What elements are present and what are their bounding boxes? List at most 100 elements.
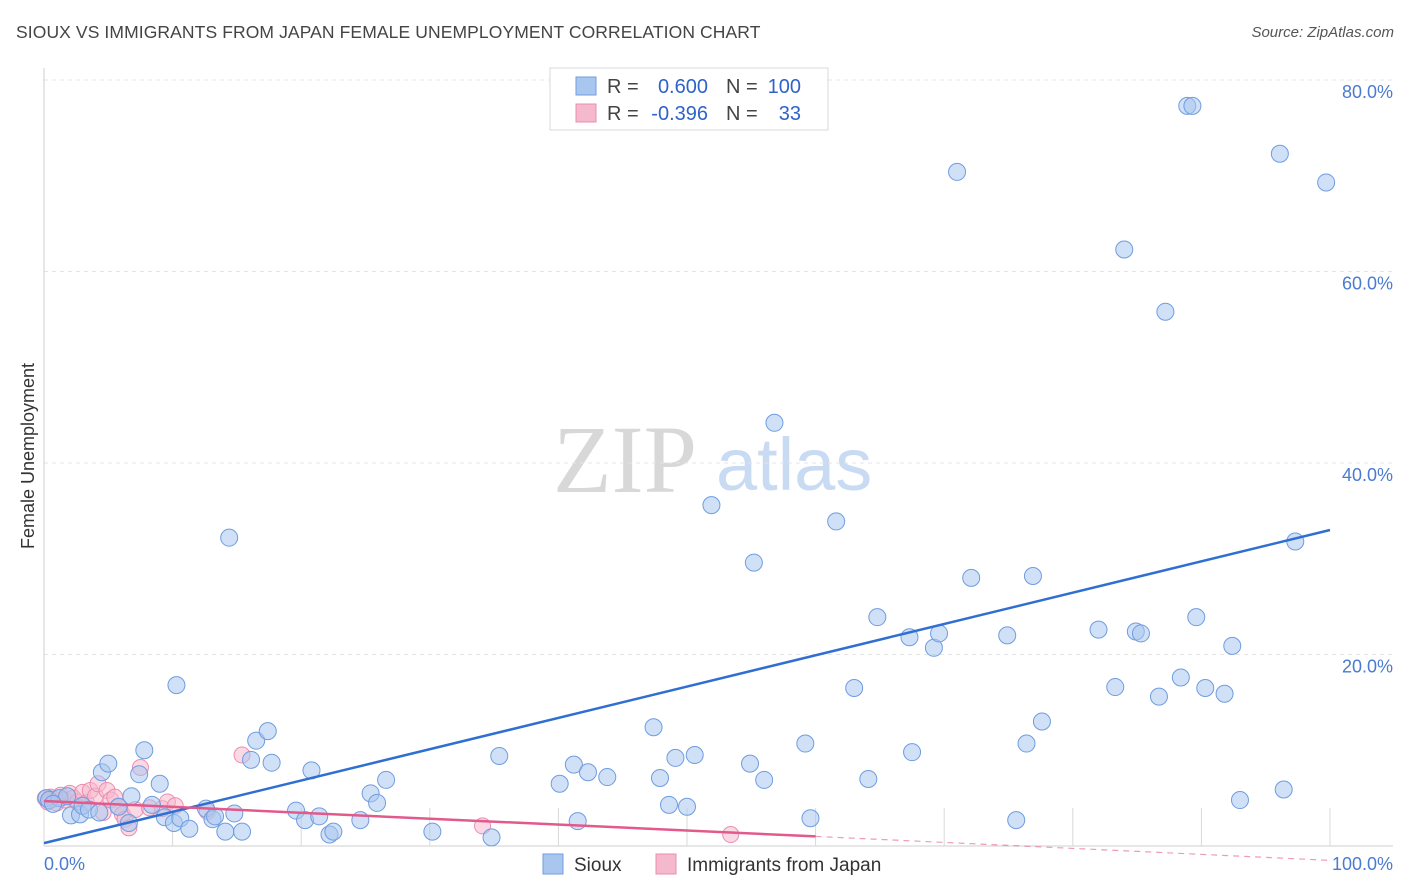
sioux-point [90, 803, 109, 822]
sioux-point [180, 819, 199, 838]
sioux-point [130, 765, 149, 784]
sioux-point [1032, 712, 1051, 731]
sioux-point [568, 812, 587, 831]
legend-swatch-japan [575, 103, 597, 123]
sioux-point [258, 722, 277, 741]
y-tick-label: 60.0% [1342, 274, 1393, 294]
legend-n-label: N = [726, 76, 758, 98]
legend-r-value-japan: -0.396 [651, 103, 708, 125]
sioux-point [650, 769, 669, 788]
sioux-point [765, 413, 784, 432]
sioux-point [109, 797, 128, 816]
x-tick-label-min: 0.0% [44, 854, 85, 874]
sioux-point [1223, 636, 1242, 655]
gridlines [44, 79, 1393, 655]
sioux-point [1274, 780, 1293, 799]
watermark: ZIP atlas [553, 406, 872, 513]
sioux-point [644, 718, 663, 737]
sioux-point [796, 734, 815, 753]
sioux-point [1196, 679, 1215, 698]
sioux-point [1183, 96, 1202, 115]
sioux-point [1089, 620, 1108, 639]
sioux-point [482, 828, 501, 847]
watermark-atlas: atlas [716, 423, 872, 506]
legend-r-value-sioux: 0.600 [658, 76, 708, 98]
series-legend-swatch-japan [655, 853, 677, 875]
sioux-point [998, 626, 1017, 645]
sioux-point [744, 553, 763, 572]
sioux-point [1230, 791, 1249, 810]
y-tick-label: 20.0% [1342, 657, 1393, 677]
sioux-point [755, 770, 774, 789]
sioux-point [1023, 566, 1042, 585]
sioux-point [962, 568, 981, 587]
legend-swatch-sioux [575, 76, 597, 96]
sioux-point [1017, 734, 1036, 753]
series-legend: Sioux Immigrants from Japan [542, 853, 881, 876]
sioux-point [233, 822, 252, 841]
watermark-zip: ZIP [553, 406, 697, 513]
sioux-trend-line [43, 528, 1331, 845]
sioux-point [247, 731, 266, 750]
sioux-point [1115, 240, 1134, 259]
sioux-point [242, 750, 261, 769]
sioux-point [827, 512, 846, 531]
sioux-point [903, 743, 922, 762]
sioux-point [598, 768, 617, 787]
japan-point [722, 826, 740, 844]
sioux-point [1171, 668, 1190, 687]
sioux-point [220, 528, 239, 547]
japan-trend-extension [815, 835, 1331, 861]
sioux-point [1131, 624, 1150, 643]
sioux-point [310, 807, 329, 826]
sioux-point [44, 794, 63, 813]
trend-lines [43, 528, 1331, 861]
chart-title: SIOUX VS IMMIGRANTS FROM JAPAN FEMALE UN… [16, 22, 761, 42]
series-legend-swatch-sioux [542, 853, 564, 875]
correlation-legend: R = 0.600 N = 100 R = -0.396 N = 33 [549, 67, 829, 131]
sioux-point [1106, 678, 1125, 697]
sioux-point [868, 608, 887, 627]
y-tick-label: 40.0% [1342, 465, 1393, 485]
legend-n-value-sioux: 100 [768, 76, 801, 98]
sioux-point [423, 822, 442, 841]
sioux-point [550, 774, 569, 793]
legend-n-label: N = [726, 103, 758, 125]
sioux-point [1270, 144, 1289, 163]
sioux-point [578, 763, 597, 782]
series-legend-label-japan: Immigrants from Japan [687, 855, 881, 876]
sioux-point [490, 746, 509, 765]
sioux-point [58, 787, 77, 806]
series-legend-label-sioux: Sioux [574, 855, 622, 876]
sioux-point [1007, 811, 1026, 830]
sioux-point [135, 741, 154, 760]
sioux-point [262, 753, 281, 772]
sioux-point [1286, 532, 1305, 551]
sioux-point [225, 804, 244, 823]
sioux-point [564, 755, 583, 774]
sioux-point [216, 822, 235, 841]
sioux-point [659, 795, 678, 814]
sioux-point [167, 676, 186, 695]
sioux-point [1317, 173, 1336, 192]
sioux-point [666, 748, 685, 767]
sioux-point [845, 679, 864, 698]
sioux-point [859, 769, 878, 788]
sioux-point [1215, 684, 1234, 703]
japan-trend-line [43, 799, 816, 838]
sioux-point [1187, 608, 1206, 627]
sioux-point [324, 822, 343, 841]
chart-source: Source: ZipAtlas.com [1251, 24, 1394, 41]
sioux-point [1149, 687, 1168, 706]
sioux-point [122, 787, 141, 806]
sioux-point [99, 754, 118, 773]
sioux-point [150, 774, 169, 793]
sioux-point [685, 746, 704, 765]
y-tick-labels: 20.0% 40.0% 60.0% 80.0% [1342, 82, 1393, 677]
sioux-series [37, 96, 1336, 847]
sioux-point [377, 770, 396, 789]
legend-r-label: R = [607, 76, 639, 98]
sioux-point [741, 754, 760, 773]
sioux-point [368, 793, 387, 812]
